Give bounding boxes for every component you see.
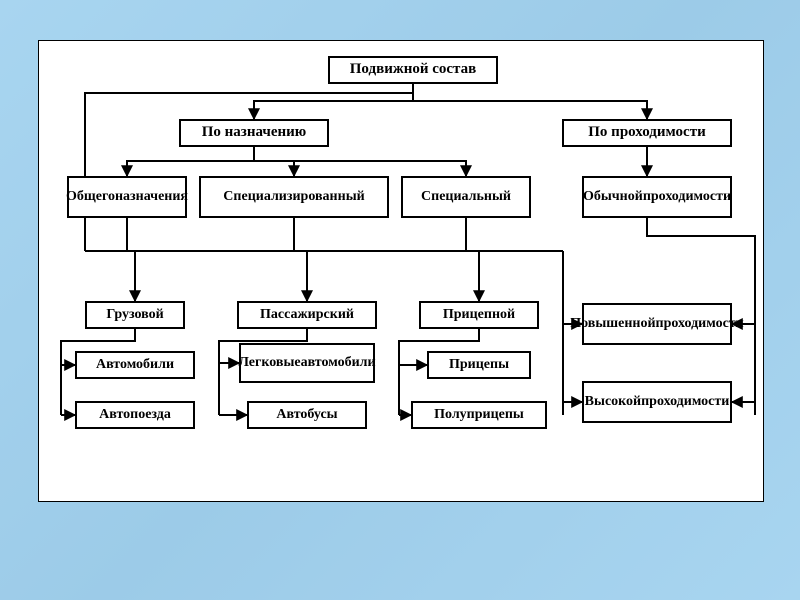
edge-2 [254,101,413,119]
node-ordinary: Обычнойпроходимости [582,176,732,218]
node-byTerrain: По проходимости [562,119,732,147]
node-autos: Автомобили [75,351,195,379]
node-root: Подвижной состав [328,56,498,84]
diagram-panel: Подвижной состав По назначению По проходим… [38,40,764,502]
flowchart-edges [39,41,763,501]
node-cargo: Грузовой [85,301,185,329]
edge-3 [413,101,647,119]
edge-7 [254,161,466,176]
node-trailers: Прицепы [427,351,531,379]
slide-background: Подвижной состав По назначению По проходим… [0,0,800,600]
node-increased: Повышеннойпроходимости [582,303,732,345]
edge-1 [85,84,413,251]
node-byPurpose: По назначению [179,119,329,147]
node-semis: Полуприцепы [411,401,547,429]
node-cars: Легковыеавтомобили [239,343,375,383]
node-trains: Автопоезда [75,401,195,429]
node-special: Специальный [401,176,531,218]
node-trailed: Прицепной [419,301,539,329]
node-high: Высокойпроходимости [582,381,732,423]
node-buses: Автобусы [247,401,367,429]
node-general: Общегоназначения [67,176,187,218]
node-passenger: Пассажирский [237,301,377,329]
edge-6 [254,161,294,176]
node-specialized: Специализированный [199,176,389,218]
edge-5 [127,161,254,176]
